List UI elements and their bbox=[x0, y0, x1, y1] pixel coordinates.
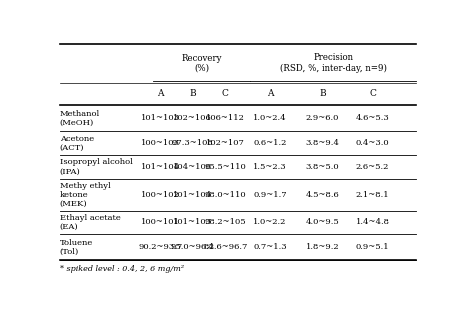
Text: 102~107: 102~107 bbox=[205, 139, 244, 147]
Text: 84.6~96.7: 84.6~96.7 bbox=[203, 243, 247, 252]
Text: A: A bbox=[157, 89, 163, 98]
Text: 1.4~4.8: 1.4~4.8 bbox=[355, 218, 389, 227]
Text: 101~103: 101~103 bbox=[141, 114, 180, 122]
Text: 4.6~5.3: 4.6~5.3 bbox=[355, 114, 388, 122]
Text: 101~104: 101~104 bbox=[141, 163, 180, 171]
Text: 1.0~2.4: 1.0~2.4 bbox=[253, 114, 286, 122]
Text: 101~103: 101~103 bbox=[173, 218, 212, 227]
Text: Recovery
(%): Recovery (%) bbox=[181, 54, 222, 73]
Text: 4.5~8.6: 4.5~8.6 bbox=[305, 191, 338, 199]
Text: 100~102: 100~102 bbox=[141, 191, 180, 199]
Text: C: C bbox=[221, 89, 228, 98]
Text: 97.3~108: 97.3~108 bbox=[172, 139, 213, 147]
Text: 1.5~2.3: 1.5~2.3 bbox=[253, 163, 286, 171]
Text: A: A bbox=[266, 89, 273, 98]
Text: 1.0~2.2: 1.0~2.2 bbox=[253, 218, 286, 227]
Text: 98.2~105: 98.2~105 bbox=[204, 218, 245, 227]
Text: 90.2~93.7: 90.2~93.7 bbox=[138, 243, 182, 252]
Text: 2.9~6.0: 2.9~6.0 bbox=[305, 114, 338, 122]
Text: 101~104: 101~104 bbox=[173, 191, 212, 199]
Text: 95.0~96.2: 95.0~96.2 bbox=[170, 243, 214, 252]
Text: Toluene
(Tol): Toluene (Tol) bbox=[60, 239, 93, 256]
Text: 98.0~110: 98.0~110 bbox=[204, 191, 245, 199]
Text: Methy ethyl
ketone
(MEK): Methy ethyl ketone (MEK) bbox=[60, 181, 110, 208]
Text: 4.0~9.5: 4.0~9.5 bbox=[305, 218, 338, 227]
Text: B: B bbox=[318, 89, 325, 98]
Text: 3.8~5.0: 3.8~5.0 bbox=[305, 163, 338, 171]
Text: 100~103: 100~103 bbox=[141, 139, 180, 147]
Text: 3.8~9.4: 3.8~9.4 bbox=[305, 139, 338, 147]
Text: 0.9~1.7: 0.9~1.7 bbox=[253, 191, 286, 199]
Text: 106~112: 106~112 bbox=[205, 114, 244, 122]
Text: Ethayl acetate
(EA): Ethayl acetate (EA) bbox=[60, 214, 120, 231]
Text: * spiked level : 0.4, 2, 6 mg/m²: * spiked level : 0.4, 2, 6 mg/m² bbox=[60, 264, 183, 272]
Text: 104~106: 104~106 bbox=[173, 163, 212, 171]
Text: Methanol
(MeOH): Methanol (MeOH) bbox=[60, 110, 100, 127]
Text: 0.4~3.0: 0.4~3.0 bbox=[355, 139, 388, 147]
Text: 0.9~5.1: 0.9~5.1 bbox=[355, 243, 388, 252]
Text: B: B bbox=[189, 89, 196, 98]
Text: 2.1~8.1: 2.1~8.1 bbox=[355, 191, 388, 199]
Text: 95.5~110: 95.5~110 bbox=[204, 163, 245, 171]
Text: 2.6~5.2: 2.6~5.2 bbox=[355, 163, 388, 171]
Text: 1.8~9.2: 1.8~9.2 bbox=[305, 243, 338, 252]
Text: 100~101: 100~101 bbox=[141, 218, 180, 227]
Text: Isopropyl alcohol
(IPA): Isopropyl alcohol (IPA) bbox=[60, 158, 132, 176]
Text: 0.6~1.2: 0.6~1.2 bbox=[253, 139, 286, 147]
Text: C: C bbox=[369, 89, 375, 98]
Text: 102~106: 102~106 bbox=[173, 114, 212, 122]
Text: Precision
(RSD, %, inter-day, n=9): Precision (RSD, %, inter-day, n=9) bbox=[279, 53, 386, 73]
Text: Acetone
(ACT): Acetone (ACT) bbox=[60, 135, 94, 152]
Text: 0.7~1.3: 0.7~1.3 bbox=[253, 243, 286, 252]
